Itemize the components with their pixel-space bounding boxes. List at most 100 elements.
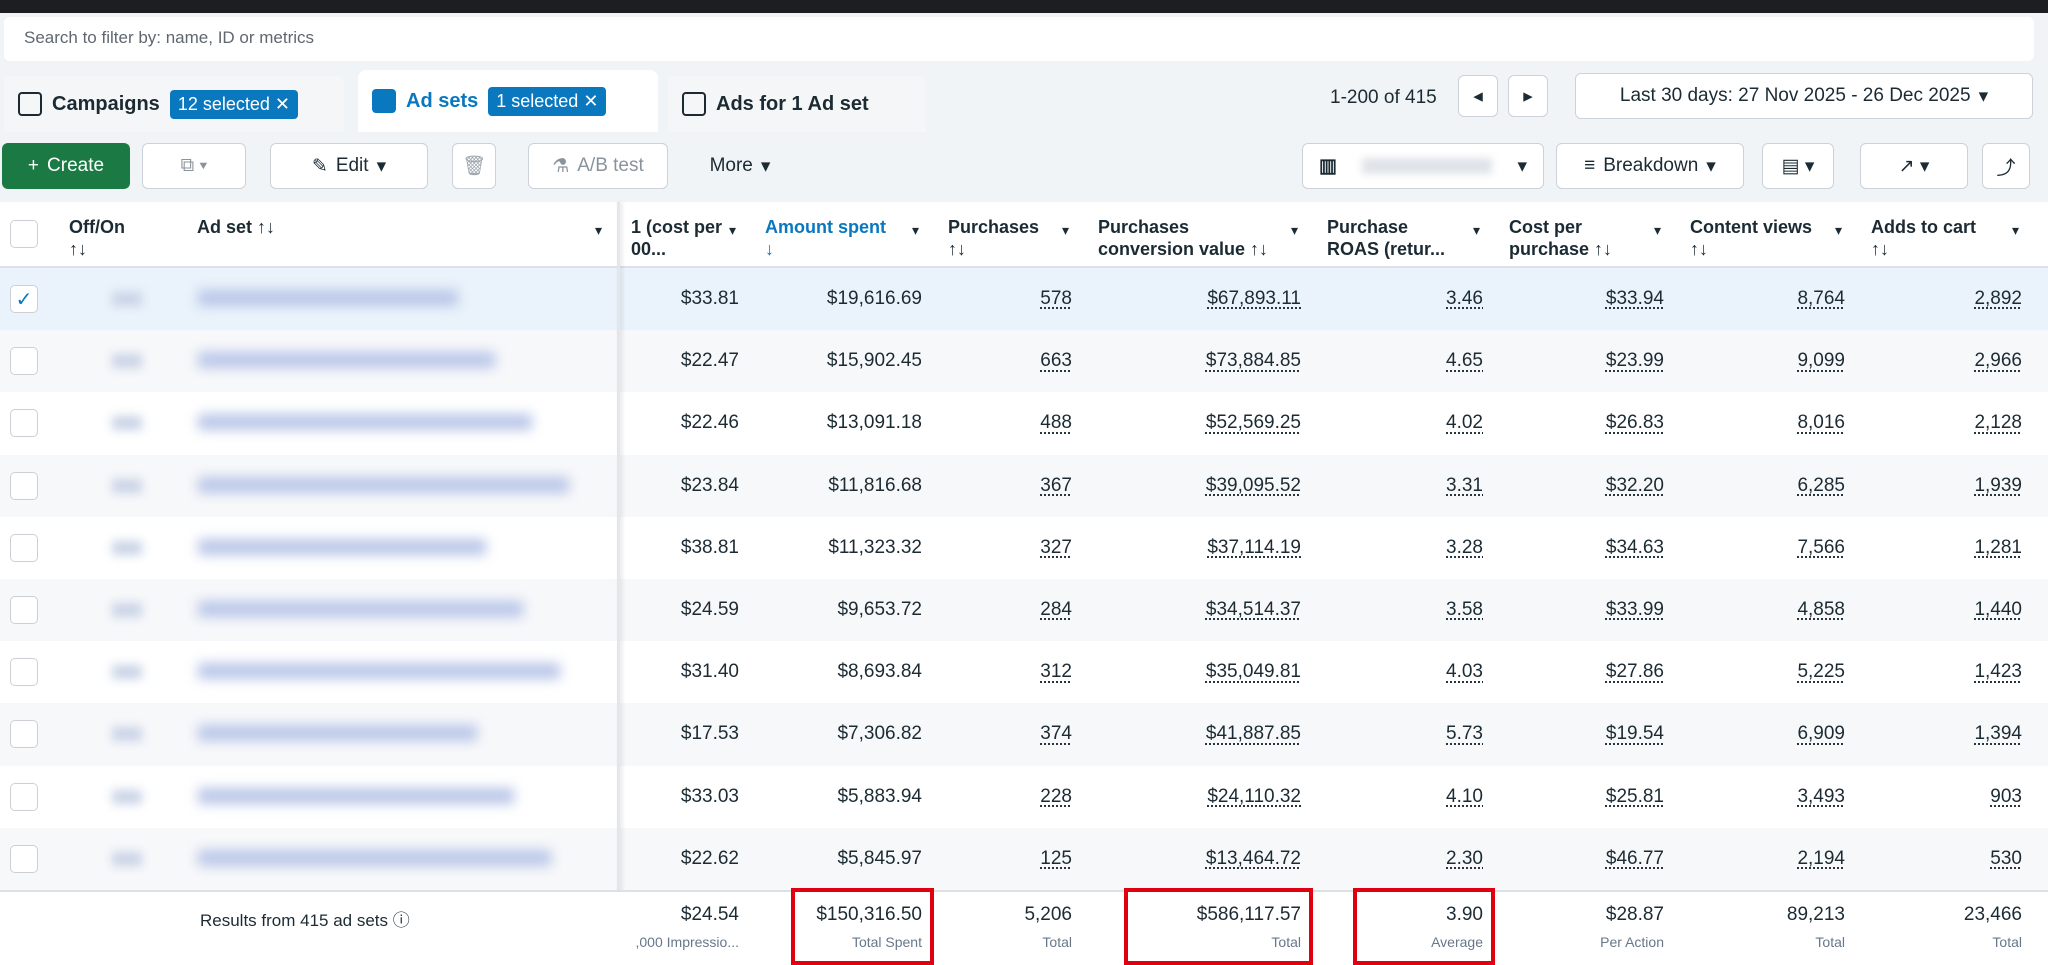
export-button[interactable]: ↗ ▾ <box>1860 143 1968 189</box>
column-header-line: ↓ <box>765 239 774 259</box>
column-header[interactable]: Ad set ↑↓ <box>197 216 591 238</box>
ad-sets-table: Off/On ↑↓ Ad set ↑↓ ▾ 1 (cost per 00... ▾ Amoun… <box>0 202 2048 965</box>
cell-value: $24,110.32 <box>1207 785 1301 807</box>
column-menu: ▾ <box>1835 222 1843 238</box>
cell-value: $19,616.69 <box>826 288 922 309</box>
column-menu: ▾ <box>729 222 737 238</box>
cell-value: 125 <box>1040 847 1072 869</box>
column-header-line: ↑↓ <box>1690 239 1708 259</box>
cell-value: 6,285 <box>1797 474 1845 496</box>
edit-button[interactable]: ✎ Edit ▾ <box>270 143 428 189</box>
cell-value: $52,569.25 <box>1205 412 1301 434</box>
row-checkbox[interactable] <box>10 720 38 749</box>
next-page[interactable]: ▸ <box>1508 75 1548 117</box>
cell-value: $13,091.18 <box>826 412 922 434</box>
blurred-toggle <box>112 603 142 617</box>
tab-label: Ads for 1 Ad set <box>716 92 869 115</box>
cell-value: 312 <box>1040 661 1072 683</box>
prev-page[interactable]: ◂ <box>1458 75 1498 117</box>
tab[interactable]: Campaigns 12 selected ✕ <box>4 76 344 132</box>
column-header[interactable]: Purchase ROAS (retur... <box>1327 216 1469 260</box>
cell-value: $33.03 <box>680 785 739 807</box>
footer-sub-label: ,000 Impressio... <box>635 934 740 950</box>
column-menu: ▾ <box>1291 222 1299 238</box>
breakdown-button[interactable]: ≡ Breakdown ▾ <box>1556 143 1744 189</box>
column-header-line: Cost per <box>1509 217 1583 237</box>
row-checkbox[interactable] <box>10 596 38 624</box>
row-checkbox[interactable] <box>10 658 38 687</box>
row-checkbox[interactable] <box>10 533 38 562</box>
reports-button[interactable]: ▤ ▾ <box>1762 143 1834 189</box>
cell-value: 663 <box>1040 350 1072 372</box>
duplicate-button[interactable]: ⧉ ▾ <box>142 143 246 189</box>
date-picker[interactable]: Last 30 days: 27 Nov 2025 - 26 Dec 2025 ▾ <box>1575 73 2033 119</box>
column-header[interactable]: Adds to cart ↑↓ <box>1871 216 2008 260</box>
cell-value: $25.81 <box>1605 785 1664 807</box>
column-header[interactable]: Amount spent ↓ <box>765 216 908 260</box>
column-header[interactable]: Off/On ↑↓ <box>69 216 157 260</box>
create-button[interactable]: + Create <box>2 143 130 189</box>
blurred-toggle <box>112 727 142 742</box>
blurred-name <box>198 787 514 804</box>
columns-button[interactable]: ▥ ▾ <box>1302 143 1544 189</box>
footer-sub-label: Total <box>1992 934 2022 950</box>
cell-value: 2,194 <box>1797 847 1845 869</box>
more-label: More <box>709 155 753 176</box>
column-header-line: ↑↓ <box>69 239 87 259</box>
row-checkbox[interactable] <box>10 409 38 438</box>
cell-value: $7,306.82 <box>837 723 922 745</box>
more-button[interactable]: More ▾ <box>709 155 771 177</box>
cell-value: $22.62 <box>680 847 739 869</box>
cell-value: $23.84 <box>680 474 739 496</box>
cell-value: $67,893.11 <box>1207 288 1301 309</box>
cell-value: $41,887.85 <box>1205 723 1301 745</box>
cell-value: $31.40 <box>680 661 739 683</box>
blurred-name <box>198 352 495 369</box>
blurred-toggle <box>112 540 142 555</box>
column-header[interactable]: Purchases ↑↓ <box>948 216 1058 260</box>
row-checkbox[interactable]: ✓ <box>10 285 38 313</box>
cell-value: 4,858 <box>1797 599 1845 620</box>
row-checkbox[interactable] <box>10 347 38 376</box>
cell-value: 3.58 <box>1446 599 1483 620</box>
search-input[interactable]: Search to filter by: name, ID or metrics <box>4 17 2034 61</box>
chart-button[interactable]: ⤴ <box>1982 143 2030 189</box>
cell-value: 8,016 <box>1797 412 1845 434</box>
row-checkbox[interactable] <box>10 782 38 811</box>
blurred-toggle <box>112 851 142 866</box>
cell-value: $33.99 <box>1605 599 1664 620</box>
footer-value: $24.54 <box>680 904 739 925</box>
column-header-line: Content views <box>1690 217 1813 237</box>
ab-test-button[interactable]: ⚗ A/B test <box>528 143 668 189</box>
cell-value: 4.02 <box>1446 412 1483 434</box>
footer-value: 3.90 <box>1446 904 1483 925</box>
cell-value: $19.54 <box>1605 723 1664 745</box>
column-header-line: Purchases <box>1098 217 1190 237</box>
blurred-name <box>198 849 551 866</box>
column-header[interactable]: Purchases conversion value ↑↓ <box>1098 216 1287 260</box>
cell-value: $33.81 <box>680 288 739 309</box>
cell-value: $34,514.37 <box>1205 599 1301 620</box>
footer-sub-label: Per Action <box>1600 934 1664 950</box>
column-header[interactable]: 1 (cost per 00... <box>631 216 725 260</box>
cell-value: $17.53 <box>680 723 739 745</box>
delete-button[interactable]: 🗑 <box>452 143 496 189</box>
highlight-box <box>1124 888 1313 965</box>
row-checkbox[interactable] <box>10 844 38 873</box>
cell-value: $22.46 <box>680 412 739 434</box>
cell-value: 3.28 <box>1446 536 1483 558</box>
footer-label: Results from 415 ad sets ⓘ <box>200 911 410 930</box>
column-menu: ▾ <box>1062 222 1070 238</box>
row-checkbox[interactable] <box>10 471 38 500</box>
create-label: Create <box>47 155 105 176</box>
column-header-line: 00... <box>631 239 667 259</box>
cell-value: 1,939 <box>1974 474 2022 496</box>
column-header[interactable]: Cost per purchase ↑↓ <box>1509 216 1650 260</box>
column-header[interactable]: Content views ↑↓ <box>1690 216 1831 260</box>
header-checkbox[interactable] <box>10 220 38 248</box>
tab[interactable]: Ad sets 1 selected ✕ <box>358 70 658 132</box>
column-header-line: ↑↓ <box>948 239 966 259</box>
tab[interactable]: Ads for 1 Ad set <box>668 76 926 132</box>
cell-value: $23.99 <box>1605 350 1664 372</box>
